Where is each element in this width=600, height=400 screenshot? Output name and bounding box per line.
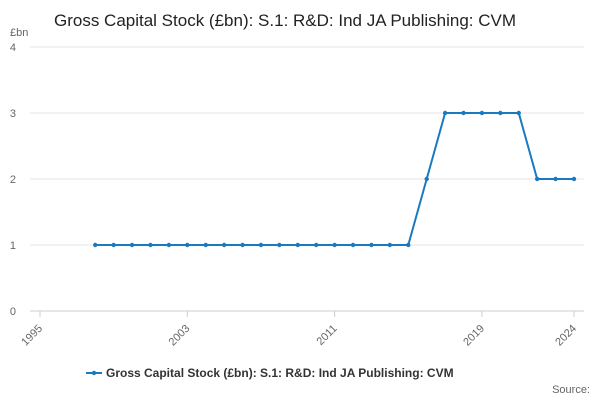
y-tick-label: 4 <box>10 42 16 54</box>
legend-swatch-point <box>91 370 97 376</box>
y-tick-label: 3 <box>10 108 16 120</box>
point <box>148 242 153 248</box>
point <box>369 242 374 248</box>
point <box>277 242 282 248</box>
point <box>332 242 337 248</box>
point <box>93 242 98 248</box>
x-tick-label: 2024 <box>553 323 579 349</box>
y-axis-label: £bn <box>10 27 28 39</box>
point <box>314 242 319 248</box>
x-tick-label: 2011 <box>315 323 340 348</box>
point <box>534 176 540 182</box>
point <box>479 110 485 116</box>
point <box>295 242 300 248</box>
point <box>221 242 227 248</box>
point <box>424 176 429 182</box>
x-tick-label: 1995 <box>19 323 45 349</box>
source: Source: <box>552 384 590 396</box>
y-tick-label: 2 <box>10 174 16 186</box>
y-tick-label: 0 <box>10 306 16 318</box>
point <box>185 242 190 248</box>
point <box>442 110 448 116</box>
point <box>258 242 264 248</box>
point <box>350 242 356 248</box>
point <box>406 242 411 248</box>
point <box>111 242 116 248</box>
x-tick-label: 2003 <box>167 323 193 349</box>
point <box>387 242 393 248</box>
point <box>166 242 172 248</box>
point <box>571 176 577 182</box>
legend-label: Gross Capital Stock (£bn): S.1: R&D: Ind… <box>106 366 454 380</box>
point <box>240 242 245 248</box>
y-tick-label: 1 <box>10 240 16 252</box>
point <box>461 110 466 116</box>
point <box>129 242 135 248</box>
x-tick-label: 2019 <box>461 323 487 349</box>
point <box>553 176 558 182</box>
point <box>516 110 521 116</box>
chart-title: Gross Capital Stock (£bn): S.1: R&D: Ind… <box>54 11 516 30</box>
point <box>498 110 503 116</box>
point <box>203 242 208 248</box>
